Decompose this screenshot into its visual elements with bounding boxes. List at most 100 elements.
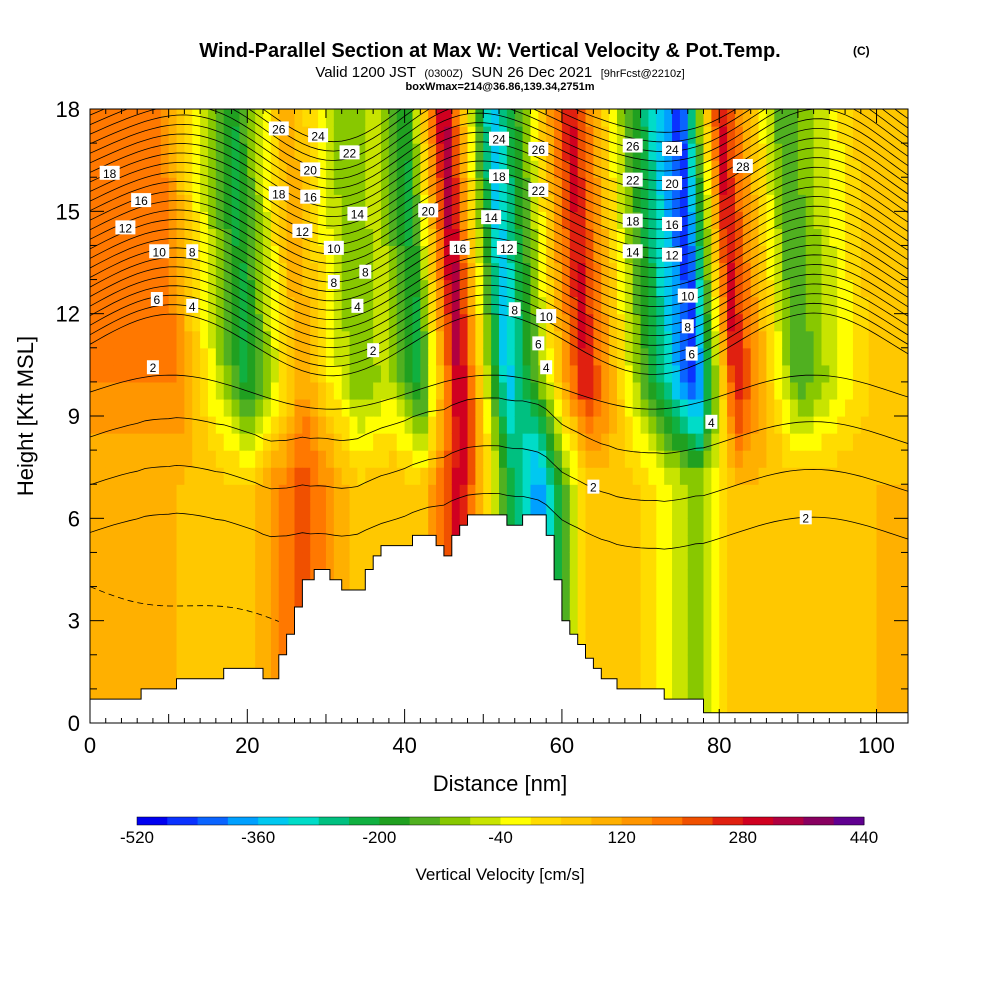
contour-label-text: 2 [150,361,157,375]
velocity-cell [766,637,775,656]
contour-label-text: 6 [688,348,695,362]
velocity-cell [436,364,445,383]
velocity-cell [727,688,736,707]
velocity-cell [223,484,233,502]
velocity-cell [207,279,217,298]
velocity-cell [900,552,908,571]
velocity-cell [616,484,626,502]
velocity-cell [852,433,862,451]
velocity-cell [491,313,500,332]
velocity-cell [137,330,146,349]
velocity-cell [184,347,193,366]
velocity-cell [349,518,359,536]
velocity-cell [577,347,587,366]
velocity-cell [247,484,256,502]
velocity-cell [184,194,193,212]
velocity-cell [176,330,185,349]
velocity-cell [349,126,359,144]
velocity-cell [215,126,225,144]
velocity-cell [805,450,815,468]
velocity-cell [467,467,477,485]
velocity-cell [522,262,532,281]
velocity-cell [813,364,823,383]
velocity-cell [168,160,178,178]
velocity-cell [656,143,665,161]
velocity-cell [113,279,123,298]
velocity-cell [396,347,406,366]
velocity-cell [624,654,634,673]
velocity-cell [247,194,256,212]
velocity-cell [443,126,453,144]
velocity-cell [821,620,830,639]
velocity-cell [90,433,99,451]
velocity-cell [341,228,351,247]
velocity-cell [813,671,823,690]
velocity-cell [624,484,634,502]
contour-label-text: 12 [296,225,310,239]
velocity-cell [734,109,744,127]
contour-label-bg [186,298,199,313]
velocity-cell [624,109,634,127]
velocity-cell [868,518,878,536]
velocity-cell [727,143,736,161]
velocity-cell [207,416,217,434]
velocity-cell [255,586,264,605]
velocity-cell [790,160,799,178]
velocity-cell [593,654,602,673]
velocity-cell [263,654,272,673]
velocity-cell [750,398,760,417]
velocity-cell [624,160,634,178]
velocity-cell [341,279,351,298]
velocity-cell [892,398,901,417]
velocity-cell [727,450,736,468]
velocity-cell [168,381,178,400]
velocity-cell [742,654,752,673]
velocity-cell [396,450,406,468]
velocity-cell [318,416,327,434]
velocity-cell [373,279,382,298]
velocity-cell [207,245,217,264]
velocity-cell [239,381,248,400]
velocity-cell [876,688,886,707]
velocity-cell [145,467,154,485]
velocity-cell [782,313,791,332]
velocity-cell [829,450,838,468]
velocity-cell [648,194,657,212]
velocity-cell [396,160,406,178]
velocity-cell [373,484,382,502]
velocity-cell [852,535,862,554]
velocity-cell [852,620,862,639]
velocity-cell [160,569,170,588]
velocity-cell [687,535,697,554]
velocity-cell [734,245,744,264]
velocity-cell [758,467,768,485]
velocity-cell [829,552,838,571]
velocity-cell [145,671,154,690]
velocity-cell [514,194,524,212]
velocity-cell [302,433,311,451]
colorbar-swatch [318,817,350,825]
velocity-cell [664,535,673,554]
colorbar-tick-label: 280 [729,828,757,847]
velocity-cell [223,654,233,673]
velocity-cell [90,347,99,366]
velocity-cell [459,484,469,502]
velocity-cell [215,603,225,622]
velocity-cell [900,416,908,434]
velocity-cell [294,450,303,468]
velocity-cell [145,416,154,434]
velocity-cell [632,262,642,281]
velocity-cell [318,518,327,536]
velocity-cell [223,501,233,519]
velocity-cell [554,518,563,536]
velocity-cell [758,518,768,536]
theta-contour-line [90,157,908,227]
velocity-cell [396,484,406,502]
velocity-cell [554,160,563,178]
velocity-cell [491,381,500,400]
velocity-cell [373,381,382,400]
velocity-cell [695,450,705,468]
velocity-cell [200,347,209,366]
velocity-cell [145,501,154,519]
